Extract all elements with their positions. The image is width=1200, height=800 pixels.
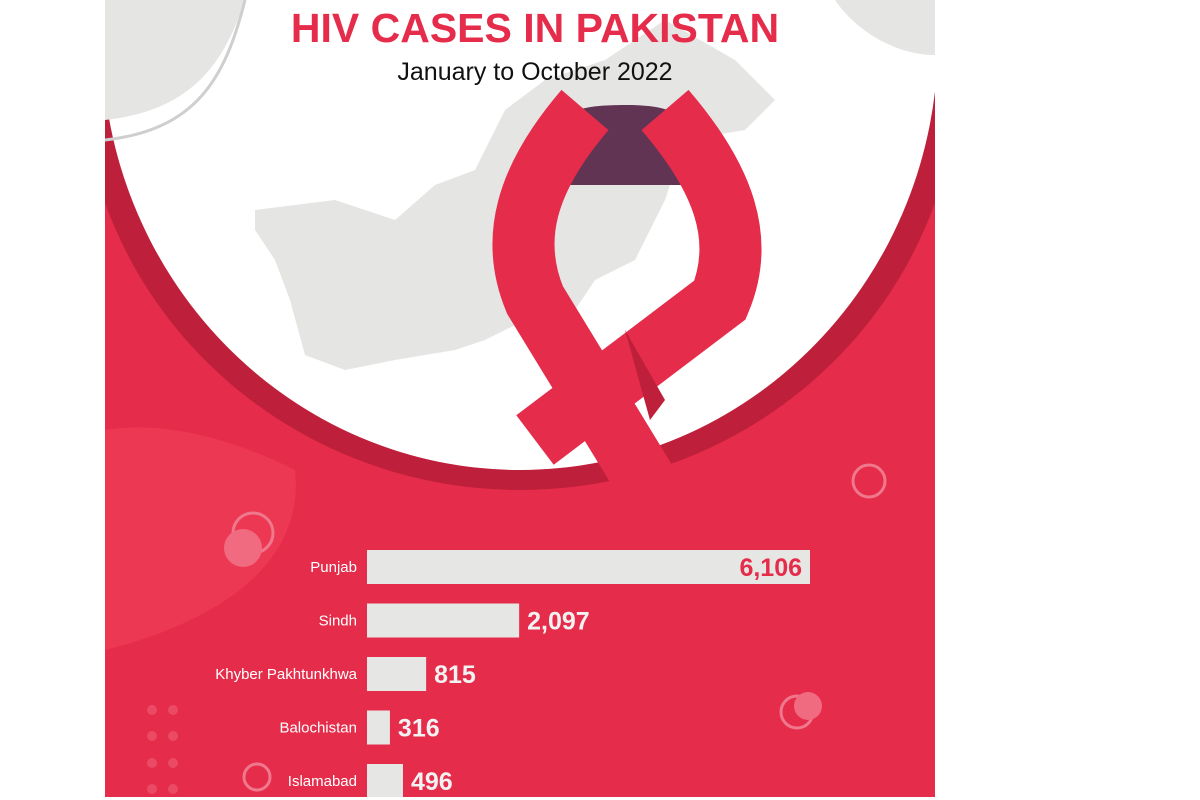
bar-value-label: 2,097 <box>527 608 590 636</box>
decor-circle <box>851 463 887 499</box>
bar-sindh <box>367 603 520 638</box>
bar-value-label: 316 <box>398 715 440 743</box>
bar-islamabad <box>367 764 403 797</box>
gray-arc-line <box>105 0 247 142</box>
bar-category-label: Islamabad <box>288 773 357 790</box>
bar-chart: Punjab 6,106 Sindh 2,097 Khyber Pakhtunkhwa 8… <box>215 550 810 797</box>
bar-khyber-pakhtunkhwa <box>367 657 427 691</box>
ribbon-shadow <box>625 330 665 420</box>
decor-circle <box>242 762 272 792</box>
bar-category-label: Sindh <box>319 613 357 630</box>
decor-dots <box>147 705 178 794</box>
bar-punjab <box>367 550 810 584</box>
bar-value-label: 815 <box>434 661 476 689</box>
gray-blob-right <box>835 0 935 55</box>
decor-circle <box>794 692 822 720</box>
bar-category-label: Khyber Pakhtunkhwa <box>215 666 357 683</box>
bar-value-label: 496 <box>411 768 453 796</box>
chart-title: HIV CASES IN PAKISTAN <box>291 5 779 51</box>
infographic-panel: HIV CASES IN PAKISTAN January to October… <box>105 0 935 797</box>
infographic-canvas: HIV CASES IN PAKISTAN January to October… <box>105 0 935 797</box>
bar-balochistan <box>367 710 390 745</box>
bar-category-label: Punjab <box>310 559 357 576</box>
ribbon-strand-right <box>516 89 762 465</box>
gray-blob-left <box>105 0 245 120</box>
chart-subtitle: January to October 2022 <box>397 58 672 86</box>
background-blob <box>105 427 296 650</box>
aids-ribbon <box>492 89 762 497</box>
bar-category-label: Balochistan <box>279 720 357 737</box>
bar-value-label: 6,106 <box>739 554 802 582</box>
decor-circle <box>224 529 262 567</box>
ribbon-strand-left <box>492 89 672 497</box>
